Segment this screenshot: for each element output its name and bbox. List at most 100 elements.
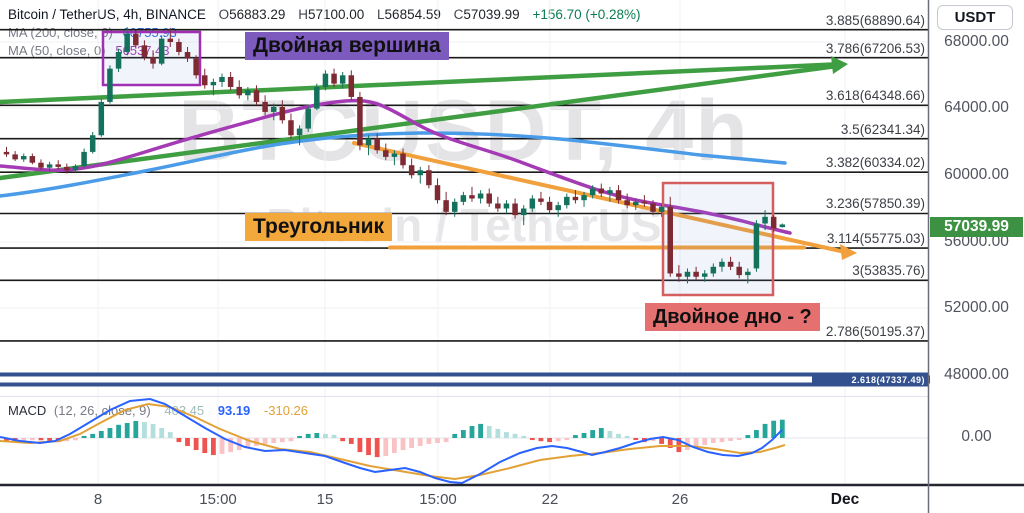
candle-down [29, 156, 36, 163]
candle-up [633, 201, 639, 206]
annotation-double-bottom[interactable]: Двойное дно - ? [645, 303, 820, 331]
trendline-green-upper[interactable] [0, 62, 836, 105]
low-key: L [377, 7, 385, 22]
candle-up [745, 271, 751, 276]
fib-level-label: 3.114(55775.03) [826, 231, 925, 247]
fib-band-2618[interactable] [0, 372, 930, 387]
candle-up [81, 151, 87, 167]
candlestick-series[interactable] [3, 27, 786, 284]
ma50-line[interactable] [0, 98, 792, 235]
time-axis-label: 15 [316, 491, 334, 508]
macd-hist-bar [142, 422, 147, 438]
candle-up [391, 153, 398, 157]
macd-hist-bar [512, 433, 518, 438]
candle-up [314, 86, 320, 109]
macd-hist-bar [728, 438, 733, 441]
candle-down [357, 96, 363, 146]
price-axis-label: 52000.00 [944, 299, 1009, 316]
candle-down [443, 200, 449, 212]
time-axis-label: Dec [830, 491, 860, 508]
candle-up [779, 224, 786, 228]
macd-hist-bar [81, 435, 87, 438]
macd-hist-bar [331, 434, 337, 438]
macd-hist-bar [779, 419, 785, 438]
ma200-label: MA (200, close, 0) [8, 25, 113, 40]
macd-hist-bar [486, 425, 492, 438]
ma50-label: MA (50, close, 0) [8, 43, 106, 58]
candle-up [107, 68, 113, 102]
candle-down [3, 151, 10, 155]
time-axis[interactable]: 8 15:00 15 15:00 22 26 Dec [0, 487, 928, 513]
macd-hist-bar [538, 438, 544, 442]
macd-hist-bar [167, 432, 173, 438]
macd-hist-bar [107, 428, 113, 438]
currency-toggle-badge[interactable]: USDT [937, 5, 1013, 30]
candle-up [564, 196, 570, 206]
macd-status-row[interactable]: MACD (12, 26, close, 9) 403.45 93.19 -31… [8, 403, 308, 418]
macd-histogram-value: 403.45 [164, 403, 205, 418]
macd-hist-bar [73, 438, 78, 441]
price-axis-label: 60000.00 [944, 166, 1009, 183]
candle-up [710, 266, 717, 274]
macd-hist-bar [374, 438, 380, 458]
macd-hist-bar [667, 438, 673, 448]
macd-hist-bar [4, 438, 9, 442]
macd-hist-bar [624, 435, 630, 438]
candle-down [167, 38, 174, 42]
macd-hist-bar [504, 432, 509, 438]
candle-up [305, 108, 311, 129]
macd-hist-bar [245, 438, 251, 448]
macd-hist-bar [297, 435, 302, 438]
candle-down [38, 162, 44, 168]
triangle-descending-line[interactable] [352, 141, 847, 254]
last-price-badge[interactable]: 57039.99 [930, 217, 1023, 238]
price-axis-label: 68000.00 [944, 33, 1009, 50]
candle-up [365, 138, 372, 146]
symbol-title[interactable]: Bitcoin / TetherUS, 4h, BINANCE [8, 7, 206, 22]
green-arrowhead-icon [831, 56, 848, 74]
symbol-status-row[interactable]: Bitcoin / TetherUS, 4h, BINANCE O56883.2… [8, 7, 641, 22]
macd-hist-bar [185, 438, 190, 446]
open-key: O [218, 7, 230, 22]
macd-hist-bar [193, 438, 199, 451]
annotation-double-top[interactable]: Двойная вершина [245, 32, 449, 60]
candle-up [701, 273, 708, 277]
candle-up [270, 106, 277, 112]
candle-up [753, 223, 760, 269]
candle-up [520, 208, 527, 216]
macd-hist-bar [90, 433, 96, 438]
macd-params: (12, 26, close, 9) [53, 403, 151, 418]
candle-down [141, 45, 148, 57]
fib-level-label: 3(53835.76) [852, 263, 925, 279]
macd-hist-bar [366, 438, 371, 456]
candle-down [176, 42, 182, 52]
candle-down [615, 190, 622, 201]
macd-hist-bar [305, 433, 311, 438]
macd-hist-bar [150, 423, 156, 438]
candle-up [503, 203, 510, 209]
candle-down [641, 201, 648, 204]
fib-level-label: 2.786(50195.37) [825, 323, 925, 339]
candle-down [736, 266, 742, 276]
candle-up [451, 201, 458, 212]
time-axis-label: 8 [93, 491, 103, 508]
ma200-line[interactable] [0, 131, 787, 198]
candle-down [426, 170, 432, 186]
annotation-triangle[interactable]: Треугольник [245, 213, 393, 241]
macd-hist-bar [469, 425, 475, 438]
macd-hist-bar [555, 438, 561, 442]
candle-up [158, 38, 165, 64]
candle-down [348, 75, 355, 97]
candle-down [150, 56, 156, 64]
macd-hist-bar [443, 438, 449, 443]
macd-hist-bar [124, 423, 130, 438]
macd-hist-bar [736, 438, 742, 441]
macd-hist-bar [400, 438, 406, 451]
macd-hist-bar [21, 438, 27, 442]
macd-hist-bar [529, 438, 535, 441]
candle-down [133, 33, 139, 46]
price-axis[interactable]: USDT 57039.99 68000.00 64000.00 60000.00 56… [929, 0, 1024, 513]
candle-up [477, 193, 484, 199]
candle-down [538, 198, 544, 202]
